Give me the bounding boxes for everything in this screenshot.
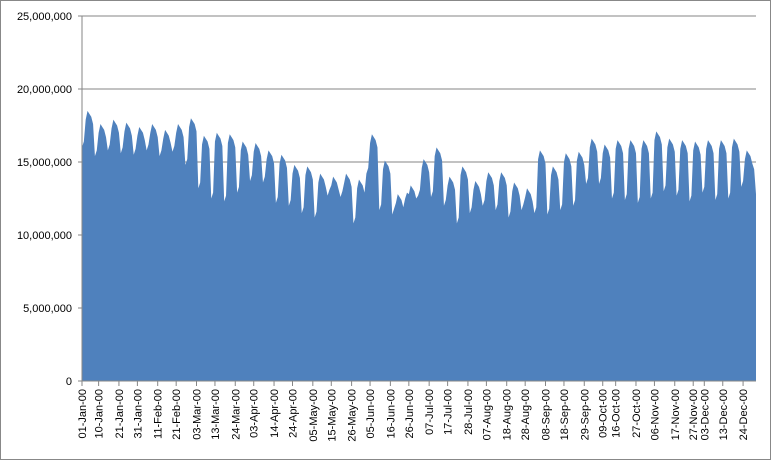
y-tick-label: 25,000,000 <box>17 11 72 23</box>
x-tick-label: 27-Nov-00 <box>688 389 700 440</box>
x-tick-label: 24-Apr-00 <box>288 389 300 438</box>
x-tick-label: 17-Nov-00 <box>670 389 682 440</box>
y-tick-label: 10,000,000 <box>17 230 72 242</box>
area <box>82 110 756 382</box>
x-tick-label: 03-Mar-00 <box>191 389 203 440</box>
x-tick-label: 05-Jun-00 <box>365 389 377 439</box>
x-tick-label: 06-Nov-00 <box>649 389 661 440</box>
y-tick-label: 0 <box>66 376 72 388</box>
x-tick-label: 13-Dec-00 <box>718 389 730 440</box>
x-tick-label: 09-Oct-00 <box>598 389 610 438</box>
x-tick-label: 18-Aug-00 <box>502 389 514 440</box>
x-tick-label: 28-Jul-00 <box>463 389 475 435</box>
x-tick-label: 26-May-00 <box>347 389 359 442</box>
y-tick-label: 5,000,000 <box>23 303 72 315</box>
x-tick-label: 08-Sep-00 <box>540 389 552 440</box>
x-tick-label: 17-Jul-00 <box>443 389 455 435</box>
x-tick-label: 28-Aug-00 <box>520 389 532 440</box>
x-tick-label: 31-Jan-00 <box>132 389 144 439</box>
x-tick-label: 16-Oct-00 <box>611 389 623 438</box>
x-tick-label: 16-Jun-00 <box>385 389 397 439</box>
x-tick-label: 18-Sep-00 <box>559 389 571 440</box>
x-tick-label: 07-Aug-00 <box>481 389 493 440</box>
x-tick-label: 10-Jan-00 <box>94 389 106 439</box>
y-tick-label: 20,000,000 <box>17 84 72 96</box>
x-tick-label: 07-Jul-00 <box>424 389 436 435</box>
x-tick-label: 24-Mar-00 <box>230 389 242 440</box>
x-tick-label: 21-Jan-00 <box>114 389 126 439</box>
x-tick-label: 26-Jun-00 <box>404 389 416 439</box>
x-tick-label: 29-Sep-00 <box>579 389 591 440</box>
x-tick-label: 03-Apr-00 <box>249 389 261 438</box>
x-tick-label: 03-Dec-00 <box>699 389 711 440</box>
x-tick-label: 13-Mar-00 <box>210 389 222 440</box>
x-tick-label: 15-May-00 <box>326 389 338 442</box>
y-tick-label: 15,000,000 <box>17 157 72 169</box>
x-tick-label: 05-May-00 <box>308 389 320 442</box>
x-tick-label: 21-Feb-00 <box>171 389 183 440</box>
x-tick-label: 27-Oct-00 <box>631 389 643 438</box>
x-tick-label: 11-Feb-00 <box>153 389 165 439</box>
x-tick-label: 01-Jan-00 <box>77 389 89 439</box>
x-tick-label: 24-Dec-00 <box>738 389 750 440</box>
x-tick-label: 14-Apr-00 <box>269 389 281 438</box>
